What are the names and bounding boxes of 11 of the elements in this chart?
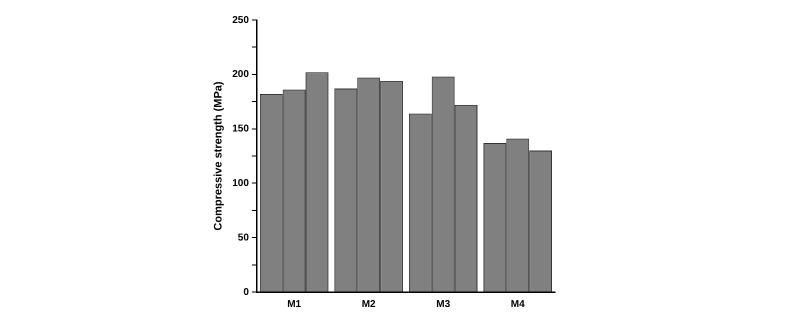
y-tick-label: 0	[243, 286, 250, 298]
x-tick-label: M4	[510, 298, 526, 310]
y-tick-label: 200	[232, 69, 250, 80]
x-tick-label: M2	[362, 298, 376, 310]
y-tick-label: 150	[232, 124, 250, 135]
x-tick-label: M3	[436, 298, 451, 310]
y-tick-label: 250	[232, 14, 250, 26]
y-tick-label: 100	[232, 178, 250, 189]
x-tick-label: M1	[287, 298, 302, 310]
y-axis-title: Compressive strength (MPa)	[212, 81, 225, 231]
y-tick-label: 50	[238, 232, 250, 244]
